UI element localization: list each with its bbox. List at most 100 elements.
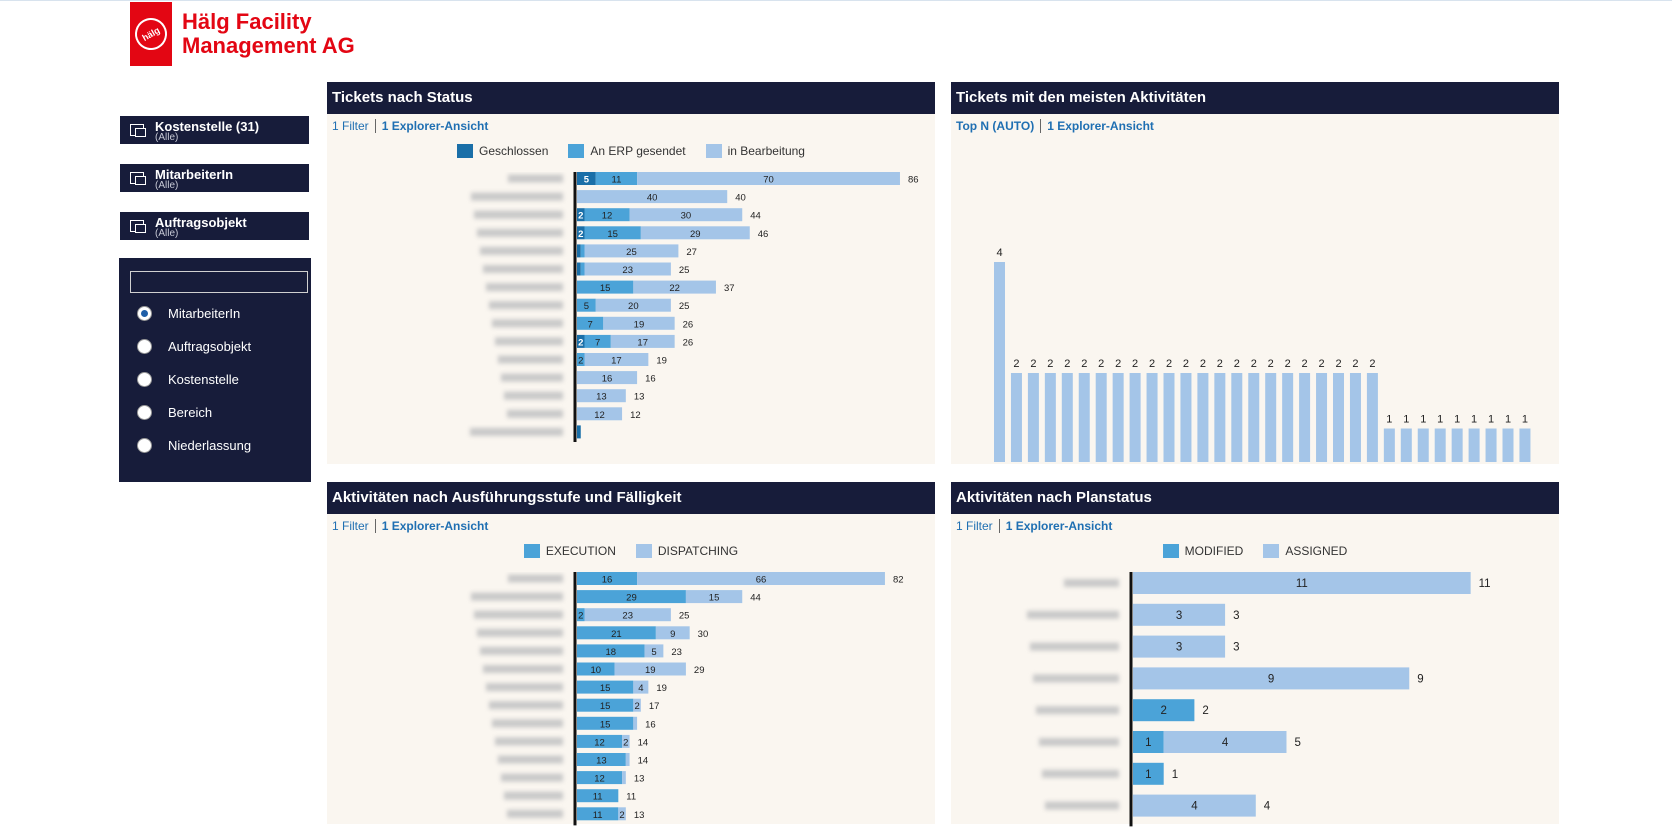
legend-item-dispatching[interactable]: DISPATCHING	[635, 544, 739, 558]
total-label: 3	[1233, 642, 1239, 654]
category-label-blurred	[501, 773, 563, 782]
activity-value-label: 2	[1098, 358, 1104, 370]
total-label: 40	[735, 193, 746, 204]
category-label-blurred	[1042, 769, 1119, 778]
bar-segment-an-erp-gesendet	[577, 316, 604, 330]
segment-label: 19	[645, 665, 656, 676]
category-label-blurred	[507, 809, 563, 818]
radio-icon[interactable]	[137, 371, 152, 387]
search-input[interactable]	[130, 271, 308, 293]
segment-label: 2	[578, 229, 583, 240]
activity-bar	[1010, 373, 1022, 462]
total-label: 13	[634, 392, 645, 403]
bar-segment-dispatching	[655, 626, 690, 640]
link-separator	[998, 519, 1000, 533]
bar-segment-in-bearbeitung	[577, 371, 638, 385]
segment-label: 29	[626, 593, 637, 604]
chart-legend: MODIFIED ASSIGNED	[951, 544, 1559, 558]
activity-value-label: 2	[1132, 358, 1138, 370]
explorer-link[interactable]: 1 Explorer-Ansicht	[1047, 119, 1154, 133]
chart-legend: EXECUTION DISPATCHING	[327, 544, 935, 558]
filter-copy-icon	[130, 220, 146, 233]
filter-link[interactable]: 1 Filter	[332, 119, 369, 133]
activity-value-label: 2	[1013, 358, 1019, 370]
card-title: Tickets mit den meisten Aktivitäten	[951, 82, 1559, 114]
bar-segment-in-bearbeitung	[577, 407, 623, 421]
explorer-link[interactable]: 1 Explorer-Ansicht	[381, 119, 489, 133]
radio-icon[interactable]	[137, 437, 152, 453]
activity-value-label: 2	[1302, 358, 1308, 370]
radio-icon[interactable]	[137, 338, 152, 354]
category-label-blurred	[498, 755, 563, 764]
total-label: 27	[686, 247, 697, 258]
segment-label: 16	[602, 374, 613, 385]
legend-item-assigned[interactable]: ASSIGNED	[1263, 544, 1347, 558]
activity-bar	[1485, 428, 1497, 462]
category-label-blurred	[470, 427, 563, 436]
category-label-blurred	[501, 373, 563, 382]
radio-kostenstelle[interactable]: Kostenstelle	[137, 370, 239, 388]
bar-segment-execution	[577, 572, 638, 585]
activity-value-label: 2	[1251, 358, 1257, 370]
segment-label: 40	[647, 193, 658, 204]
activity-bar	[1214, 373, 1226, 462]
filter-name: Auftragsobjekt	[155, 215, 247, 230]
legend-item-bearbeitung[interactable]: in Bearbeitung	[705, 144, 805, 158]
bar-segment-execution	[577, 644, 645, 658]
segment-label: 13	[596, 392, 607, 403]
bar-segment-an-erp-gesendet	[580, 262, 585, 276]
link-separator	[374, 519, 376, 533]
bar-segment-dispatching	[618, 807, 626, 821]
total-label: 29	[694, 665, 705, 676]
activity-bar	[1146, 373, 1158, 462]
segment-label: 5	[584, 301, 589, 312]
radio-auftragsobjekt[interactable]: Auftragsobjekt	[137, 337, 251, 355]
activity-bar	[1231, 373, 1243, 462]
filter-mitarbeiterin-button[interactable]: MitarbeiterIn (Alle)	[120, 164, 309, 192]
explorer-link[interactable]: 1 Explorer-Ansicht	[1005, 519, 1113, 533]
total-label: 14	[638, 737, 649, 748]
segment-label: 10	[590, 665, 601, 676]
radio-icon[interactable]	[137, 404, 152, 420]
radio-selected-icon[interactable]	[137, 305, 152, 321]
legend-item-erp[interactable]: An ERP gesendet	[568, 144, 686, 158]
explorer-link[interactable]: 1 Explorer-Ansicht	[381, 519, 489, 533]
chart-legend: Geschlossen An ERP gesendet in Bearbeitu…	[327, 144, 935, 158]
radio-mitarbeiterin[interactable]: MitarbeiterIn	[137, 304, 240, 322]
activity-value-label: 2	[1030, 358, 1036, 370]
company-name-line2: Management AG	[182, 33, 355, 58]
bar-segment-in-bearbeitung	[595, 298, 671, 312]
link-separator	[374, 119, 376, 133]
filter-link[interactable]: 1 Filter	[332, 519, 369, 533]
activity-bar	[1333, 373, 1344, 462]
category-label-blurred	[486, 683, 563, 692]
legend-item-geschlossen[interactable]: Geschlossen	[457, 144, 548, 158]
bar-segment-in-bearbeitung	[640, 226, 750, 240]
radio-label: Auftragsobjekt	[168, 338, 252, 354]
total-label: 25	[679, 301, 690, 312]
activity-bar	[1180, 373, 1192, 462]
filter-auftragsobjekt-button[interactable]: Auftragsobjekt (Alle)	[120, 212, 309, 240]
category-label-blurred	[471, 192, 563, 201]
legend-label: DISPATCHING	[657, 544, 739, 558]
category-label-blurred	[1045, 801, 1119, 810]
segment-label: 15	[600, 283, 611, 294]
filter-link[interactable]: 1 Filter	[956, 519, 993, 533]
topn-link[interactable]: Top N (AUTO)	[956, 119, 1035, 133]
bar-segment-assigned	[1133, 572, 1471, 594]
bar-segment-in-bearbeitung	[584, 244, 679, 258]
activity-value-label: 2	[1352, 358, 1358, 370]
legend-item-execution[interactable]: EXECUTION	[523, 544, 616, 558]
category-label-blurred	[480, 246, 563, 255]
segment-label: 17	[637, 337, 648, 348]
total-label: 23	[671, 647, 682, 658]
legend-item-modified[interactable]: MODIFIED	[1162, 544, 1243, 558]
category-label-blurred	[492, 719, 563, 728]
bar-segment-assigned	[1163, 731, 1287, 753]
radio-bereich[interactable]: Bereich	[137, 403, 212, 421]
filter-kostenstelle-button[interactable]: Kostenstelle (31) (Alle)	[120, 116, 309, 144]
category-label-blurred	[477, 228, 563, 237]
card-execution: Aktivitäten nach Ausführungsstufe und Fä…	[327, 482, 935, 826]
radio-niederlassung[interactable]: Niederlassung	[137, 436, 251, 454]
activity-bar	[1349, 373, 1361, 462]
